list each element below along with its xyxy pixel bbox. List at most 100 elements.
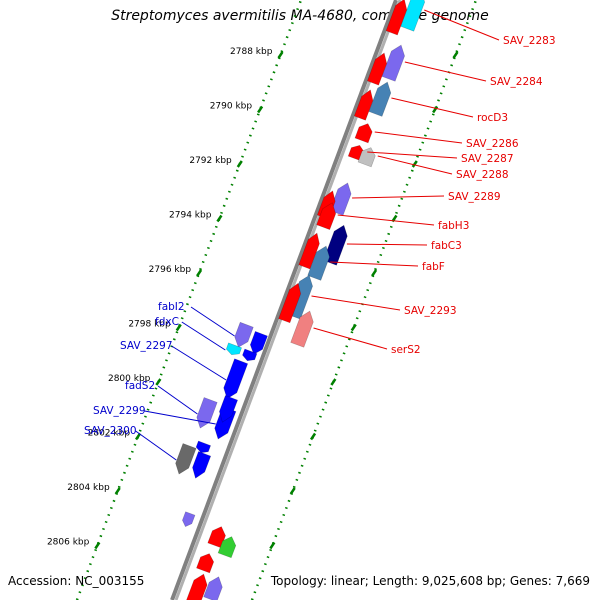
reverse-gene-label: fdxC: [155, 316, 179, 328]
gene-label-leader: [190, 306, 235, 337]
forward-gene-arrow: [353, 89, 374, 121]
scale-tick-mark: [452, 51, 459, 59]
scale-tick-label: 2800 kbp: [108, 374, 151, 384]
scale-tick-label: 2798 kbp: [128, 320, 171, 330]
forward-gene-arrow: [385, 0, 408, 36]
forward-gene-label: SAV_2293: [404, 305, 457, 317]
forward-gene-arrow: [278, 282, 302, 324]
gene-label-leader: [337, 214, 435, 226]
reverse-gene-arrow: [234, 321, 254, 348]
reverse-gene-label: fadS2: [125, 380, 155, 392]
scale-tick-label: 2788 kbp: [230, 47, 273, 57]
gene-label-leader: [135, 430, 177, 461]
scale-tick-label: 2790 kbp: [210, 102, 253, 112]
forward-gene-arrow: [400, 0, 426, 32]
forward-gene-arrow: [354, 123, 373, 144]
gene-label-leader: [157, 385, 198, 415]
gene-label-leader: [311, 295, 401, 311]
scale-tick-mark: [269, 541, 276, 550]
gene-label-leader: [171, 345, 227, 381]
scale-tick-mark: [432, 105, 439, 114]
genes-layer: [175, 0, 426, 600]
scale-tick-mark: [289, 487, 296, 495]
gene-label-leader: [313, 327, 388, 350]
scale-tick-mark: [94, 541, 101, 550]
forward-gene-arrow: [367, 52, 388, 86]
gene-label-leader: [346, 243, 428, 246]
forward-gene-label: SAV_2284: [490, 76, 543, 88]
forward-gene-arrow: [196, 553, 215, 574]
scale-ticks-layer: 2788 kbp 2790 kbp 2792 kbp 2794 kbp 2796 kbp…: [47, 0, 478, 600]
scale-tick-mark: [350, 323, 357, 332]
forward-gene-label: SAV_2286: [466, 138, 519, 150]
scale-tick-mark: [236, 160, 243, 168]
reverse-gene-arrow: [225, 342, 242, 356]
gene-label-leader: [424, 9, 500, 41]
scale-tick-mark: [330, 378, 337, 386]
gene-label-leader: [367, 151, 458, 159]
gene-label-leader: [181, 321, 226, 351]
scale-tick-label: 2792 kbp: [189, 156, 232, 166]
scale-dotted-line-right: [250, 0, 478, 600]
gene-label-leader: [352, 195, 445, 199]
gene-label-leader: [374, 131, 463, 144]
gene-labels-layer: SAV_2283 SAV_2284 rocD3 SAV_2286 SAV_2287 SAV…: [84, 9, 556, 461]
forward-gene-arrow: [207, 526, 226, 549]
reverse-gene-arrow: [182, 511, 196, 527]
forward-gene-arrow: [290, 310, 314, 348]
genome-summary-label: Topology: linear; Length: 9,025,608 bp; …: [270, 574, 590, 588]
gene-label-leader: [391, 97, 474, 118]
forward-gene-arrow: [217, 536, 237, 559]
reverse-gene-arrow: [196, 397, 218, 429]
forward-gene-label: SAV_2288: [456, 169, 509, 181]
scale-tick-mark: [411, 160, 418, 168]
scale-tick-mark: [257, 105, 264, 114]
scale-tick-label: 2802 kbp: [88, 429, 131, 439]
scale-tick-mark: [114, 487, 121, 495]
forward-gene-label: SAV_2287: [461, 153, 514, 165]
reverse-gene-label: SAV_2300: [84, 425, 137, 437]
scale-tick-mark: [155, 378, 162, 386]
reverse-gene-arrow: [223, 358, 249, 400]
scale-tick-mark: [277, 51, 284, 59]
reverse-gene-label: SAV_2299: [93, 405, 146, 417]
sequence-backbone: [170, 0, 398, 600]
reverse-gene-label: SAV_2297: [120, 340, 173, 352]
gene-label-leader: [144, 410, 216, 425]
forward-gene-label: fabH3: [438, 220, 469, 232]
reverse-gene-arrow: [192, 451, 212, 479]
forward-gene-label: SAV_2289: [448, 191, 501, 203]
forward-gene-arrow: [203, 576, 223, 600]
forward-gene-arrow: [307, 245, 330, 281]
gene-label-leader: [330, 261, 419, 267]
reverse-gene-arrow: [219, 395, 238, 423]
reverse-gene-arrow: [242, 348, 258, 362]
accession-label: Accession: NC_003155: [8, 574, 145, 588]
scale-tick-mark: [196, 269, 203, 277]
reverse-gene-label: fabI2: [158, 301, 185, 313]
scale-dotted-line-left: [75, 0, 303, 600]
forward-gene-arrow: [368, 81, 392, 117]
forward-gene-label: rocD3: [477, 112, 508, 124]
reverse-gene-arrow: [249, 331, 268, 355]
forward-gene-label: SAV_2283: [503, 35, 556, 47]
forward-gene-arrow: [298, 232, 320, 270]
reverse-gene-arrow: [175, 443, 197, 475]
forward-gene-arrow: [381, 44, 405, 82]
scale-tick-label: 2796 kbp: [149, 265, 192, 275]
scale-tick-mark: [134, 432, 142, 441]
scale-tick-mark: [175, 323, 182, 332]
forward-gene-arrow: [186, 573, 208, 600]
scale-tick-mark: [309, 432, 317, 441]
forward-gene-label: fabC3: [431, 240, 462, 252]
scale-tick-label: 2806 kbp: [47, 538, 90, 548]
scale-tick-mark: [371, 269, 378, 277]
forward-gene-arrow: [316, 202, 337, 230]
gene-label-leader: [404, 61, 487, 82]
gene-label-leader: [377, 155, 453, 175]
scale-tick-mark: [216, 214, 223, 223]
forward-gene-label: fabF: [422, 261, 445, 273]
scale-tick-label: 2804 kbp: [67, 483, 110, 493]
